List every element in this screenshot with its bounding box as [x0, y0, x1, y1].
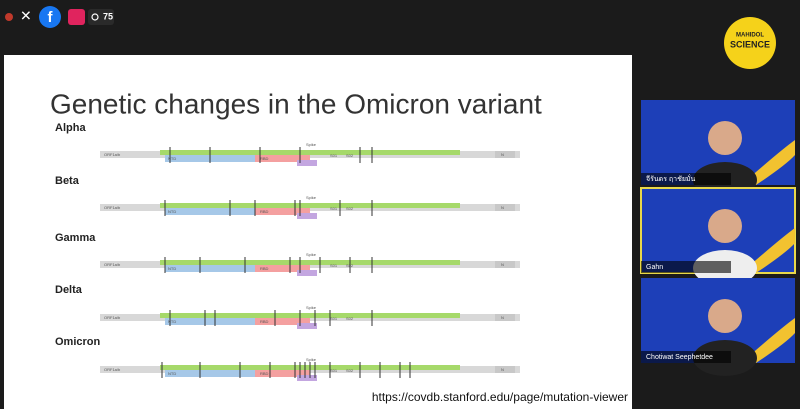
- gene-label: S02: [346, 368, 354, 373]
- name-badge: [641, 173, 731, 185]
- gene-label: RBD: [260, 209, 269, 214]
- slide-title: Genetic changes in the Omicron variant: [50, 88, 542, 119]
- logo: [724, 17, 776, 69]
- name-badge: [641, 261, 731, 273]
- spike-bar: [160, 203, 460, 208]
- rbm-bar: [297, 213, 317, 219]
- ntd-bar: [165, 370, 255, 377]
- gene-label: N: [501, 152, 504, 157]
- facebook-icon[interactable]: [39, 6, 61, 28]
- variant-label: Omicron: [55, 336, 101, 348]
- gene-label: ORF1a/b: [104, 315, 121, 320]
- spike-bar: [160, 260, 460, 265]
- n-bar: [495, 261, 515, 268]
- name-badge: [641, 351, 731, 363]
- spike-bar: [160, 313, 460, 318]
- ntd-bar: [165, 265, 255, 272]
- facebook-f: f: [48, 9, 54, 26]
- record-icon: [5, 13, 13, 21]
- rbd-bar: [255, 208, 310, 215]
- close-icon[interactable]: ✕: [20, 8, 32, 24]
- variant-label: Alpha: [55, 122, 86, 134]
- n-bar: [495, 366, 515, 373]
- gene-label: Spike: [306, 195, 317, 200]
- participant-head: [708, 299, 742, 333]
- rbd-bar: [255, 155, 310, 162]
- gene-label: NTD: [168, 266, 176, 271]
- app-icon[interactable]: [68, 9, 85, 25]
- rbd-bar: [255, 318, 310, 325]
- gene-label: S01: [330, 368, 338, 373]
- participant-head: [708, 209, 742, 243]
- gene-label: S01: [330, 153, 338, 158]
- variant-label: Delta: [55, 284, 83, 296]
- variant-label: Beta: [55, 175, 80, 187]
- logo-line2: SCIENCE: [730, 39, 770, 49]
- n-bar: [495, 204, 515, 211]
- rbm-bar: [297, 375, 317, 381]
- variant-label: Gamma: [55, 232, 96, 244]
- gene-label: N: [501, 315, 504, 320]
- gene-label: S02: [346, 316, 354, 321]
- gene-label: RBD: [260, 371, 269, 376]
- participant-head: [708, 121, 742, 155]
- gene-label: N: [501, 262, 504, 267]
- gene-label: ORF1a/b: [104, 367, 121, 372]
- gene-label: Spike: [306, 357, 317, 362]
- gene-label: RBD: [260, 266, 269, 271]
- gene-label: NTD: [168, 156, 176, 161]
- gene-label: RBD: [260, 156, 269, 161]
- n-bar: [495, 314, 515, 321]
- gene-label: S01: [330, 316, 338, 321]
- gene-label: S01: [330, 206, 338, 211]
- slide: [4, 55, 632, 409]
- gene-label: ORF1a/b: [104, 152, 121, 157]
- gene-label: S02: [346, 206, 354, 211]
- gene-label: S02: [346, 153, 354, 158]
- rbm-bar: [297, 270, 317, 276]
- gene-label: ORF1a/b: [104, 205, 121, 210]
- gene-label: NTD: [168, 209, 176, 214]
- rbm-bar: [297, 160, 317, 166]
- participant-name: จีรันดร ฤาชัยมั่น: [646, 174, 696, 183]
- gene-label: ORF1a/b: [104, 262, 121, 267]
- rbm-bar: [297, 323, 317, 329]
- gene-label: N: [501, 205, 504, 210]
- gene-label: Spike: [306, 305, 317, 310]
- gene-label: S01: [330, 263, 338, 268]
- rbd-bar: [255, 370, 310, 377]
- ntd-bar: [165, 318, 255, 325]
- eye-icon: [91, 13, 99, 21]
- rbd-bar: [255, 265, 310, 272]
- spike-bar: [160, 150, 460, 155]
- participant-name: Chotiwat Seephetdee: [646, 354, 713, 361]
- gene-label: Spike: [306, 252, 317, 257]
- viewer-count: 75: [103, 11, 113, 21]
- gene-label: NTD: [168, 371, 176, 376]
- n-bar: [495, 151, 515, 158]
- source-url[interactable]: https://covdb.stanford.edu/page/mutation…: [372, 390, 628, 404]
- participant-name: Gahn: [646, 264, 663, 271]
- gene-label: RBD: [260, 319, 269, 324]
- viewer-badge: [88, 9, 114, 25]
- gene-label: N: [501, 367, 504, 372]
- ntd-bar: [165, 208, 255, 215]
- gene-label: Spike: [306, 142, 317, 147]
- gene-label: NTD: [168, 319, 176, 324]
- logo-line1: MAHIDOL: [736, 33, 764, 39]
